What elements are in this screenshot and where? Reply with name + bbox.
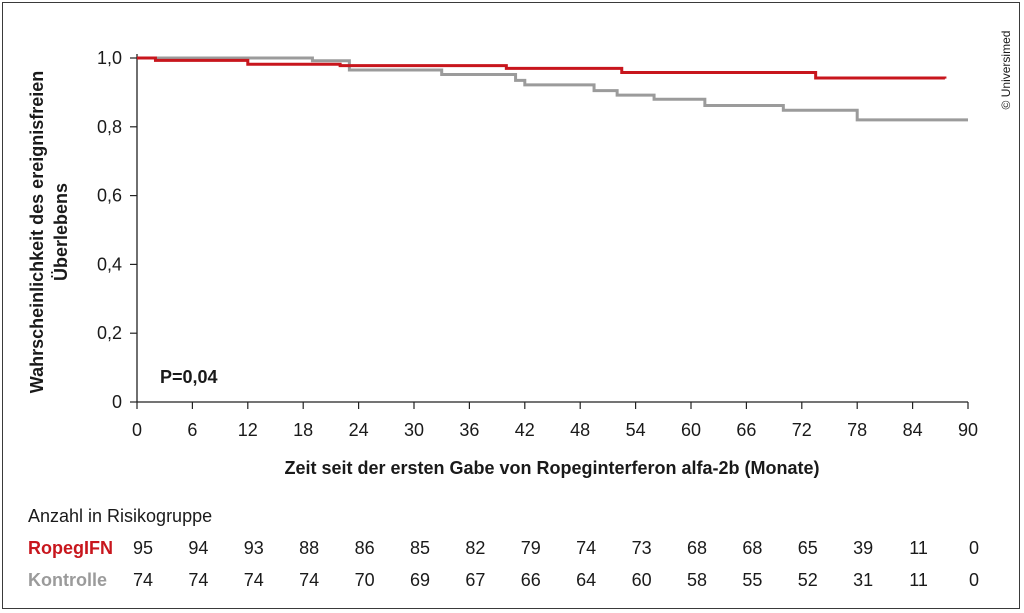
risk-value: 68 [686,538,708,558]
x-tick-label: 84 [903,420,923,440]
risk-value: 94 [188,538,209,558]
risk-value: 66 [520,570,541,590]
x-tick-label: 36 [459,420,479,440]
risk-value: 0 [968,570,980,590]
ticks: 0 6 12 18 24 30 36 42 48 54 60 66 72 78 84 90 0 0,2 0,4 0,6… [97,48,978,440]
risk-table-title: Anzahl in Risikogruppe [28,506,213,526]
risk-value: 0 [968,538,980,558]
risk-value: 93 [243,538,264,558]
risk-value: 69 [409,570,431,590]
x-tick-label: 72 [792,420,812,440]
x-tick-label: 12 [238,420,258,440]
risk-value: 74 [299,570,320,590]
series-line-kontrolle [137,56,968,122]
y-tick-label: 1,0 [97,48,122,68]
risk-row-label: RopegIFN [28,538,113,558]
risk-value: 73 [631,538,652,558]
x-axis-title: Zeit seit der ersten Gabe von Ropeginter… [284,458,819,478]
x-tick-label: 6 [187,420,197,440]
y-tick-label: 0,6 [97,186,122,206]
risk-value: 68 [742,538,763,558]
x-tick-label: 18 [293,420,313,440]
y-tick-label: 0 [112,392,122,412]
series-lines [137,56,968,122]
risk-row-ropegifn: RopegIFN 95 94 93 88 86 85 82 79 74 73 68 68 65 39 11 0 [28,538,1008,562]
risk-value: 39 [853,538,874,558]
risk-value: 95 [132,538,154,558]
risk-value: 88 [299,538,320,558]
y-axis-title-line1: Wahrscheinlichkeit des ereignisfreien [27,71,47,393]
risk-value: 60 [631,570,652,590]
risk-value: 58 [686,570,708,590]
x-tick-label: 90 [958,420,978,440]
x-tick-label: 30 [404,420,424,440]
x-tick-label: 60 [681,420,701,440]
x-tick-label: 42 [515,420,535,440]
p-value: P=0,04 [160,367,218,387]
risk-value: 74 [243,570,264,590]
risk-value: 86 [354,538,375,558]
risk-value: 79 [520,538,541,558]
risk-value: 85 [409,538,431,558]
risk-value: 11 [909,570,928,590]
risk-value: 74 [132,570,154,590]
risk-value: 31 [853,570,874,590]
risk-value: 55 [742,570,763,590]
risk-value: 74 [188,570,209,590]
x-tick-label: 24 [349,420,369,440]
y-tick-label: 0,4 [97,254,122,274]
risk-value: 82 [465,538,486,558]
risk-value: 74 [576,538,597,558]
credit: © Universimed [999,31,1013,110]
series-line-ropegifn [137,56,947,80]
x-tick-label: 48 [570,420,590,440]
risk-value: 11 [909,538,928,558]
x-tick-label: 66 [736,420,756,440]
risk-row-kontrolle: Kontrolle 74 74 74 74 70 69 67 66 64 60 58 55 52 31 11 0 [28,570,1008,594]
risk-value: 52 [797,570,818,590]
axes [136,54,968,403]
risk-value: 67 [465,570,486,590]
x-tick-label: 0 [132,420,142,440]
y-tick-label: 0,8 [97,117,122,137]
y-axis-title-line2: Überlebens [51,183,71,281]
risk-value: 64 [576,570,597,590]
x-tick-label: 78 [847,420,867,440]
risk-value: 65 [797,538,818,558]
risk-row-label: Kontrolle [28,570,107,590]
risk-value: 70 [354,570,375,590]
x-tick-label: 54 [626,420,646,440]
y-tick-label: 0,2 [97,323,122,343]
